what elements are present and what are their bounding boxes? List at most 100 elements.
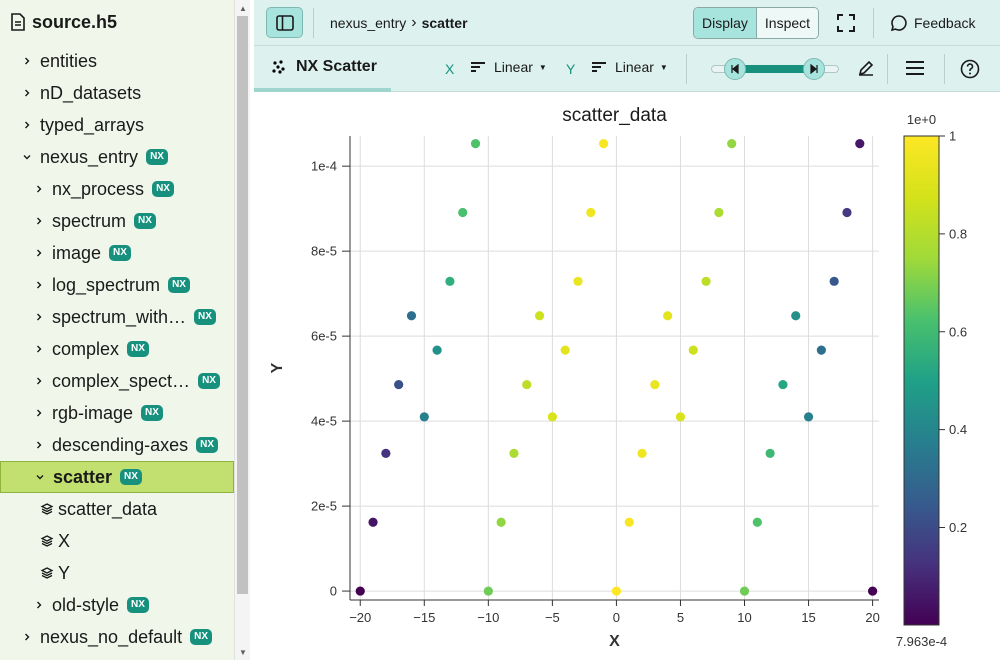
scatter-point — [394, 379, 404, 390]
tree-item-nexus-entry[interactable]: nexus_entry NX — [0, 141, 234, 173]
nx-badge: NX — [196, 437, 218, 453]
inspect-button[interactable]: Inspect — [756, 8, 819, 38]
scatter-point — [458, 207, 468, 218]
x-tick-label: 5 — [677, 610, 684, 625]
mode-toggle: Display Inspect — [693, 7, 820, 39]
tree-item-spectrum-with-[interactable]: spectrum_with… NX — [0, 301, 234, 333]
max-handle[interactable] — [803, 58, 825, 80]
scatter-point — [624, 517, 634, 527]
tree-item-image[interactable]: image NX — [0, 237, 234, 269]
tree-item-scatter-data[interactable]: scatter_data — [0, 493, 234, 525]
dataset-icon — [40, 534, 54, 548]
scatter-point — [688, 345, 698, 355]
scroll-up-icon[interactable]: ▲ — [239, 3, 247, 13]
sidebar-scrollbar[interactable]: ▲ ▼ — [234, 0, 250, 660]
tree-item-y[interactable]: Y — [0, 557, 234, 589]
tree-item-label: Y — [58, 562, 71, 583]
vis-tab-label: NX Scatter — [296, 58, 377, 75]
tree-item-scatter[interactable]: scatter NX — [0, 461, 234, 493]
scatter-point — [547, 412, 557, 422]
chevron-right-icon — [32, 214, 46, 228]
tree-item-typed-arrays[interactable]: typed_arrays — [0, 109, 234, 141]
nx-badge: NX — [134, 213, 156, 229]
tree-item-nd-datasets[interactable]: nD_datasets — [0, 77, 234, 109]
menu-button[interactable] — [905, 59, 925, 82]
scatter-point — [701, 276, 711, 286]
sidebar: source.h5 entities nD_datasets typed_array… — [0, 0, 250, 660]
sidebar-toggle-icon — [275, 14, 294, 31]
tree-item-nexus-no-default[interactable]: nexus_no_default NX — [0, 621, 234, 653]
domain-slider[interactable] — [711, 58, 839, 80]
tree-item-complex-spect-[interactable]: complex_spect… NX — [0, 365, 234, 397]
scrollbar-thumb[interactable] — [237, 16, 248, 594]
tree-item-log-spectrum[interactable]: log_spectrum NX — [0, 269, 234, 301]
y-tick-label: 0 — [330, 584, 337, 599]
min-handle[interactable] — [724, 58, 746, 80]
x-scale-select[interactable]: Linear ▼ — [470, 59, 547, 75]
nx-badge: NX — [141, 405, 163, 421]
scatter-point — [816, 345, 826, 355]
tree-item-label: typed_arrays — [40, 114, 145, 135]
scatter-point — [522, 379, 532, 390]
scatter-point — [778, 379, 788, 390]
chevron-right-icon — [20, 86, 34, 100]
breadcrumb: nexus_entry › scatter — [330, 0, 468, 46]
tree-item-spectrum[interactable]: spectrum NX — [0, 205, 234, 237]
scatter-point — [560, 345, 570, 355]
y-tick-label: 6e-5 — [311, 329, 337, 344]
y-tick-label: 8e-5 — [311, 244, 337, 259]
tree-item-label: rgb-image — [52, 402, 134, 423]
scatter-point — [637, 448, 647, 459]
scatter-point — [867, 586, 878, 596]
tree-item-label: scatter — [53, 466, 113, 487]
edit-button[interactable] — [857, 59, 875, 82]
breadcrumb-current: scatter — [421, 15, 468, 31]
scatter-point — [368, 517, 378, 527]
scatter-chart[interactable]: scatter_data −20 −15 −10 −5 0 5 10 15 20 0 2e-5 4e-5… — [254, 92, 1000, 660]
tree-item-entities[interactable]: entities — [0, 45, 234, 77]
tab-nx-scatter[interactable]: NX Scatter — [254, 46, 391, 92]
sidebar-toggle-button[interactable] — [266, 7, 303, 38]
nx-badge: NX — [168, 277, 190, 293]
colorbar-tick-label: 0.6 — [949, 324, 967, 339]
breadcrumb-parent[interactable]: nexus_entry — [330, 15, 407, 31]
scatter-icon — [272, 60, 285, 74]
sort-icon — [471, 62, 485, 72]
y-tick-label: 1e-4 — [311, 159, 337, 174]
tree-item-label: nexus_no_default — [40, 626, 183, 647]
x-tick-label: 10 — [737, 610, 751, 625]
tree-item-x[interactable]: X — [0, 525, 234, 557]
feedback-button[interactable]: Feedback — [890, 0, 975, 46]
x-tick-label: 20 — [865, 610, 879, 625]
display-button[interactable]: Display — [694, 8, 757, 38]
tree-item-label: nD_datasets — [40, 82, 142, 103]
y-scale-value: Linear — [615, 59, 654, 75]
chevron-right-icon — [32, 182, 46, 196]
tree-item-old-style[interactable]: old-style NX — [0, 589, 234, 621]
colorbar-exponent-label: 1e+0 — [907, 112, 936, 127]
tree-item-descending-axes[interactable]: descending-axes NX — [0, 429, 234, 461]
nx-badge: NX — [190, 629, 213, 645]
scatter-point — [765, 448, 775, 459]
tree-item-rgb-image[interactable]: rgb-image NX — [0, 397, 234, 429]
tree-item-nx-process[interactable]: nx_process NX — [0, 173, 234, 205]
tree-item-label: log_spectrum — [52, 274, 161, 295]
y-axis-title: Y — [269, 362, 286, 373]
chevron-down-icon: ▼ — [538, 62, 547, 72]
skip-forward-icon — [810, 64, 818, 74]
fullscreen-button[interactable] — [836, 13, 856, 38]
chevron-down-icon — [20, 150, 34, 164]
nx-badge: NX — [127, 597, 149, 613]
y-scale-select[interactable]: Linear ▼ — [591, 59, 668, 75]
chart-title: scatter_data — [562, 105, 667, 126]
x-tick-label: −5 — [545, 610, 560, 625]
help-button[interactable] — [960, 59, 980, 84]
chevron-right-icon — [32, 374, 46, 388]
scroll-down-icon[interactable]: ▼ — [239, 647, 247, 657]
nx-badge: NX — [109, 245, 131, 261]
y-axis-label: Y — [566, 61, 576, 77]
colorbar — [903, 135, 940, 626]
tree-item-complex[interactable]: complex NX — [0, 333, 234, 365]
chevron-down-icon: ▼ — [659, 62, 668, 72]
scatter-point — [599, 139, 609, 149]
